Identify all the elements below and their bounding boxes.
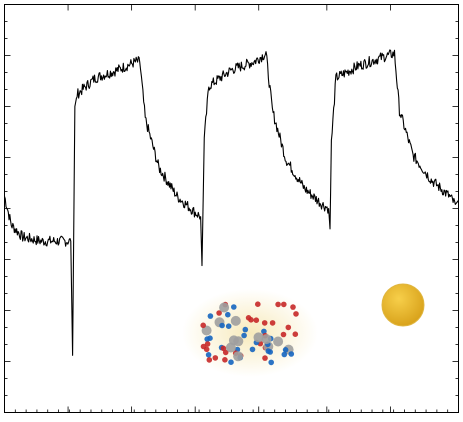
atom [290,304,296,310]
atom [293,311,299,317]
atom [222,349,229,356]
atom [253,317,260,324]
atom [222,357,228,363]
atom [273,336,284,347]
atom [269,320,276,326]
atom [201,325,212,336]
gold-sphere-inset [381,283,425,327]
axis-ticks [4,4,459,413]
atom [228,359,234,366]
atom [205,352,212,358]
atom [207,313,214,319]
atom [219,322,225,329]
atom [267,349,274,355]
atom [280,331,287,338]
atom [225,323,232,330]
atom [261,320,268,326]
atom [230,315,241,326]
atom [285,324,292,331]
atom [204,341,211,347]
atom [220,345,227,352]
atom [254,301,261,308]
atom [216,310,222,316]
crystal-cluster-inset [182,289,318,377]
atom [261,334,272,345]
atom [261,328,267,335]
atom [245,315,252,321]
atom [253,332,264,343]
atom [281,301,287,308]
atom [242,326,249,333]
atom [225,311,231,318]
atom [212,355,219,361]
atom [241,332,247,339]
series-group [3,49,459,356]
atom [249,346,256,353]
atom [282,347,289,353]
atom [233,336,244,347]
atom [233,351,244,362]
atom [262,355,268,361]
atom [288,351,295,357]
atom [225,342,236,353]
atom [231,304,237,310]
atom [200,322,206,329]
series-line [3,49,459,356]
atom [275,301,281,308]
atom [292,331,299,338]
atom [204,336,210,342]
atom [281,351,288,358]
atom [206,357,213,363]
atom [219,302,230,313]
atom [268,359,275,366]
atom [203,346,210,353]
